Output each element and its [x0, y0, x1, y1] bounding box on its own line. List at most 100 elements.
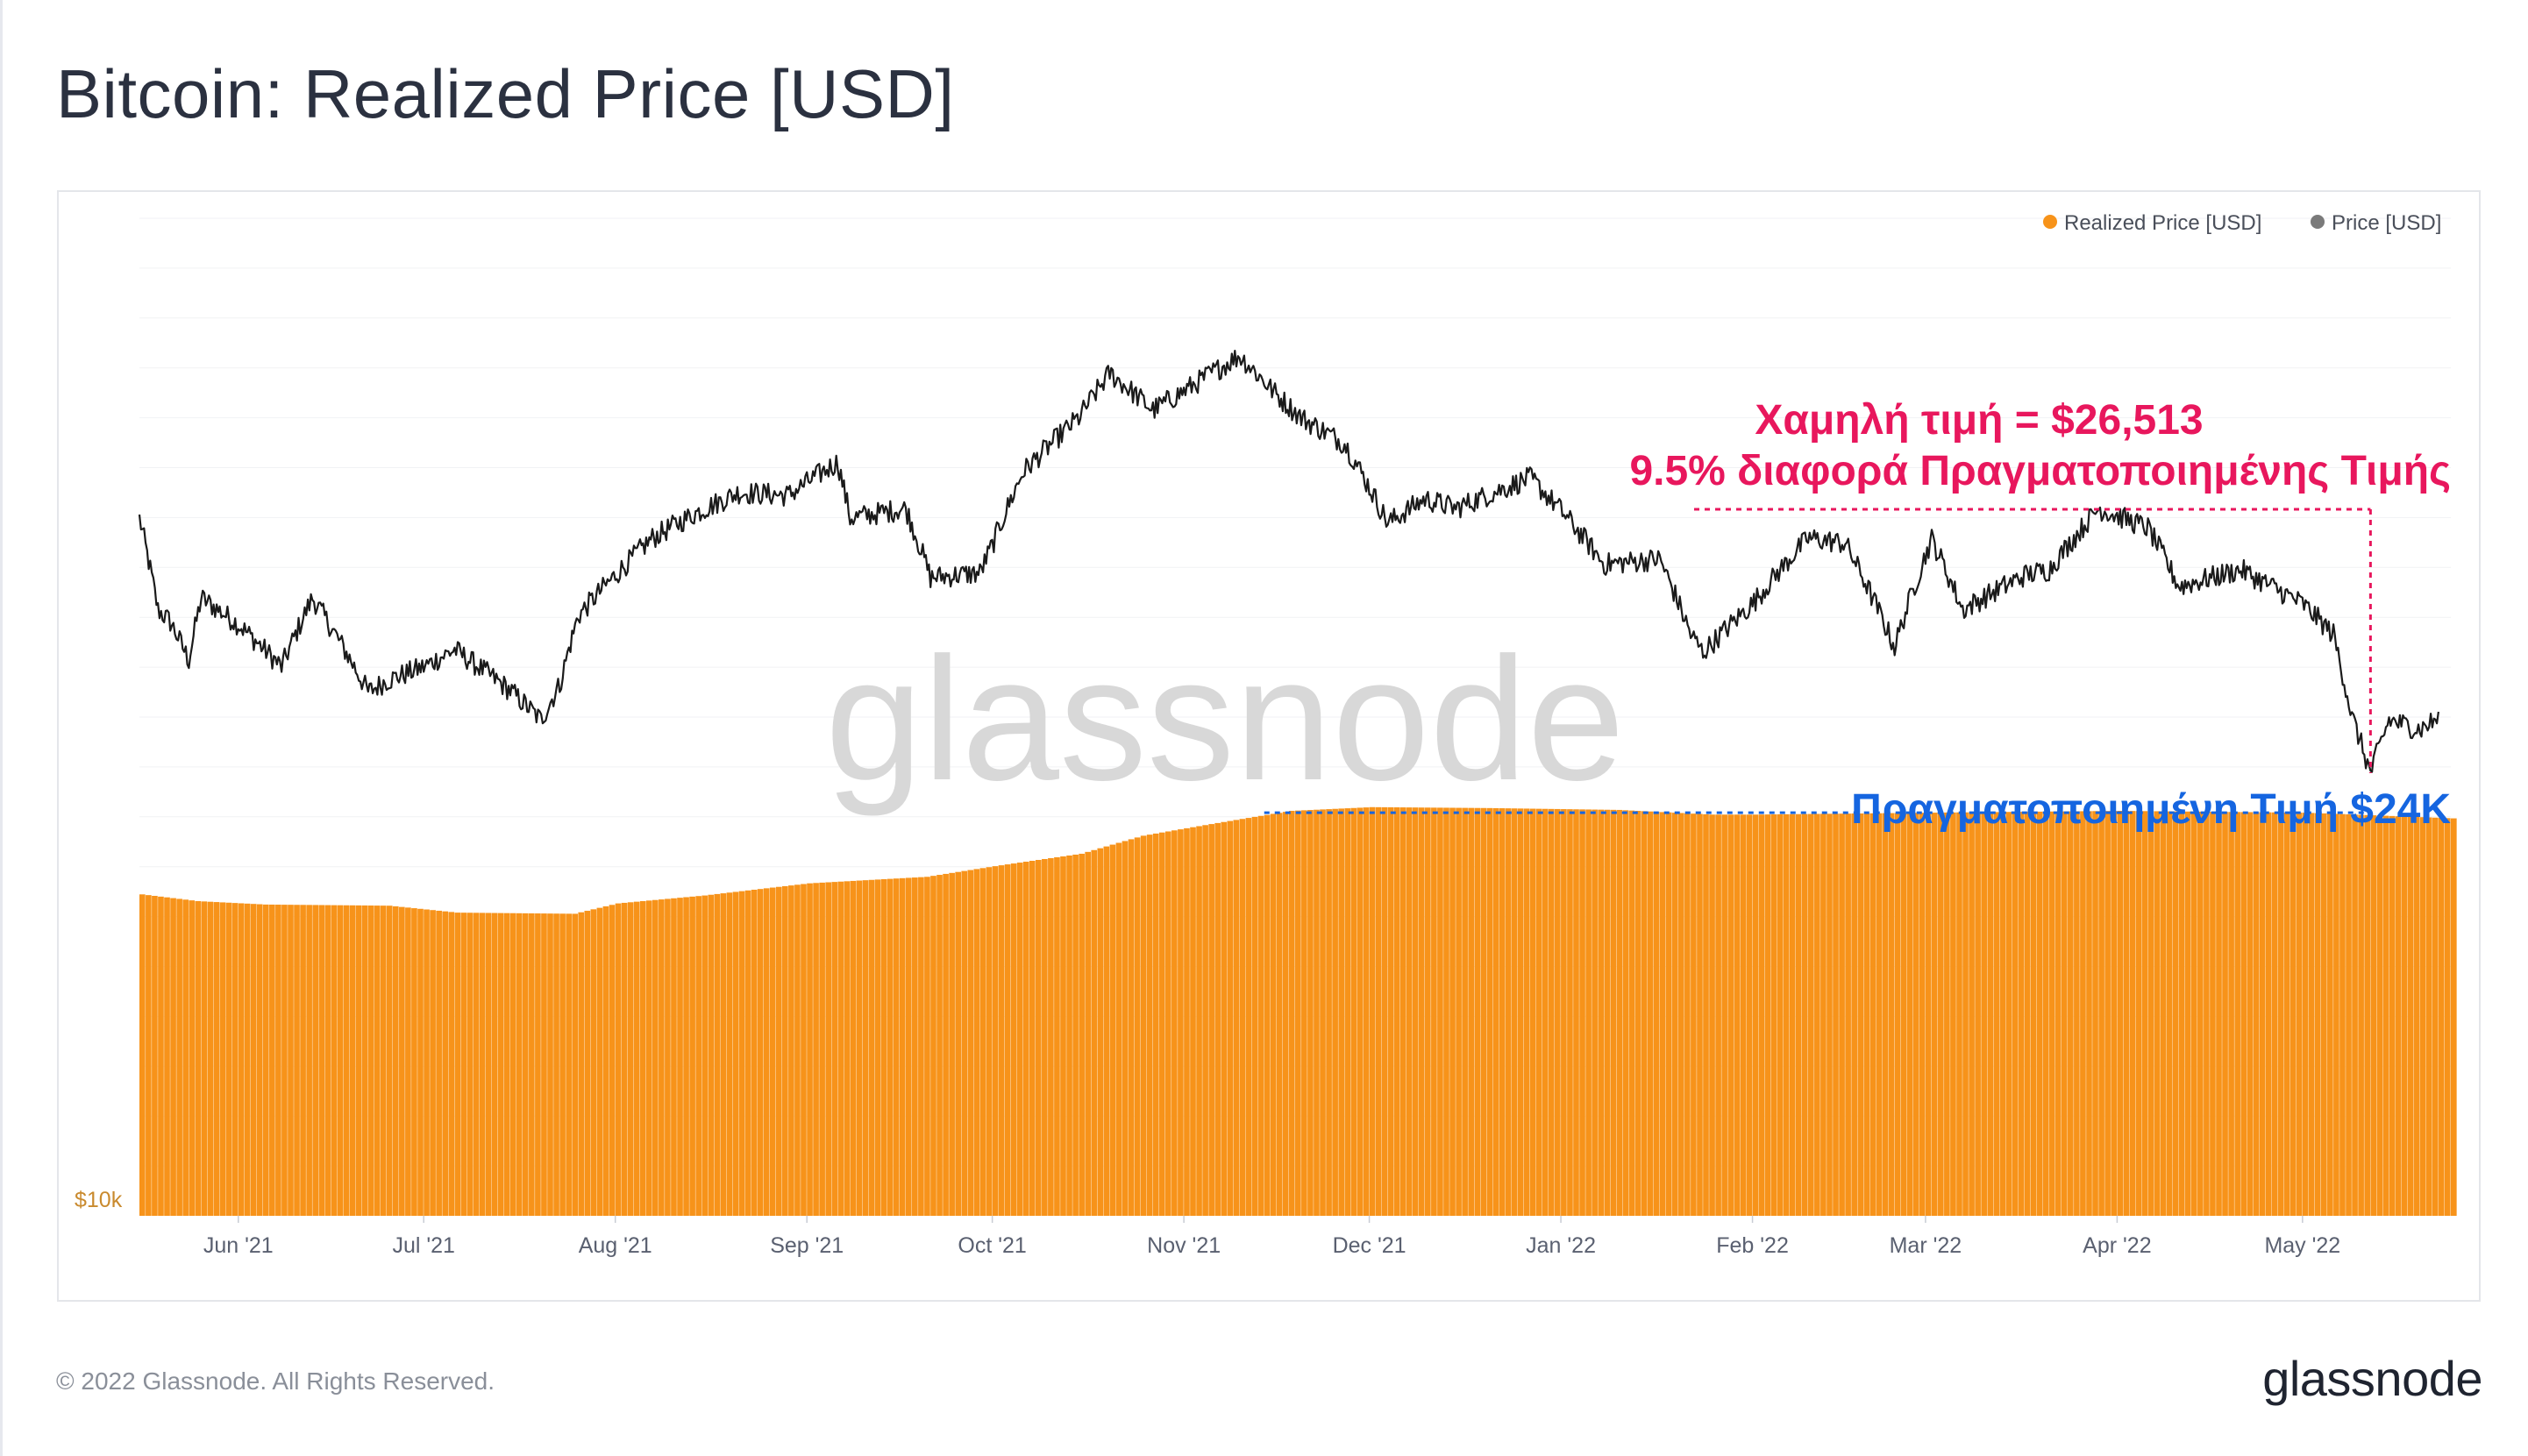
realized-price-bar	[986, 867, 993, 1216]
realized-price-bar	[850, 880, 857, 1216]
realized-price-bar	[621, 902, 628, 1216]
realized-price-bar	[1097, 848, 1104, 1216]
realized-price-bar	[1178, 829, 1184, 1216]
realized-price-bar	[244, 903, 251, 1216]
realized-price-bar	[269, 904, 275, 1216]
realized-price-bar	[2178, 811, 2185, 1216]
realized-price-bar	[1938, 813, 1944, 1216]
realized-price-bar	[2141, 811, 2148, 1216]
realized-price-bar	[794, 884, 801, 1216]
realized-price-bar	[1109, 844, 1116, 1216]
realized-price-bar	[1140, 835, 1147, 1216]
realized-price-bar	[158, 896, 164, 1216]
realized-price-bar	[1517, 808, 1524, 1216]
realized-price-bar	[874, 879, 881, 1216]
realized-price-bar	[2296, 813, 2303, 1216]
realized-price-bar	[1171, 830, 1178, 1216]
realized-price-bar	[454, 913, 461, 1216]
realized-price-chart: glassnode Jun '21 Jul '21 Aug '21 Sep '21 Oc…	[75, 211, 2457, 1258]
realized-price-bar	[1709, 814, 1715, 1216]
realized-price-bar	[1314, 809, 1320, 1216]
page-left-border	[0, 0, 3, 1456]
realized-price-bar	[1962, 812, 1969, 1216]
realized-price-bar	[1350, 807, 1357, 1216]
realized-price-bar	[219, 902, 226, 1216]
realized-price-bar	[1282, 812, 1289, 1216]
realized-price-bar	[665, 898, 671, 1216]
realized-price-bar	[1462, 807, 1468, 1216]
realized-price-bar	[1505, 808, 1512, 1216]
annotation-lines	[1264, 508, 2372, 814]
realized-price-bar	[1122, 841, 1129, 1216]
realized-price-bar	[2184, 811, 2191, 1216]
realized-price-bar	[905, 877, 912, 1216]
realized-price-bar	[1202, 825, 1208, 1216]
realized-price-bar	[1555, 808, 1561, 1216]
x-tick-label: Aug '21	[579, 1233, 652, 1258]
realized-price-bar	[1900, 813, 1907, 1216]
chart-legend: Realized Price [USD] Price [USD]	[2043, 211, 2441, 235]
realized-price-bar	[1190, 827, 1196, 1216]
price-line	[138, 350, 2439, 773]
realized-price-bar	[2352, 814, 2358, 1216]
realized-price-bar	[1276, 813, 1283, 1216]
realized-price-bar	[392, 906, 399, 1216]
realized-price-bar	[2451, 818, 2457, 1216]
annotation-low-price: Χαμηλή τιμή = $26,513	[1755, 397, 2203, 444]
realized-price-bar	[1906, 813, 1913, 1216]
realized-price-bar	[659, 899, 665, 1216]
realized-price-bar	[837, 881, 844, 1216]
realized-price-bar	[1807, 813, 1814, 1216]
realized-price-bar	[615, 903, 622, 1216]
realized-price-bar	[1406, 807, 1413, 1216]
realized-price-bar	[930, 876, 936, 1216]
realized-price-bar	[337, 905, 344, 1216]
realized-price-bar	[1307, 810, 1314, 1216]
realized-price-bar	[1295, 810, 1301, 1216]
realized-price-bar	[1616, 809, 1623, 1216]
realized-price-bar	[645, 900, 652, 1216]
realized-price-bar	[584, 911, 591, 1216]
realized-price-bar	[578, 912, 585, 1216]
realized-price-bar	[2197, 811, 2204, 1216]
realized-price-bar	[844, 881, 851, 1216]
legend-label-realized[interactable]: Realized Price [USD]	[2064, 211, 2261, 235]
realized-price-bar	[306, 905, 312, 1216]
realized-price-bar	[1950, 812, 1956, 1216]
realized-price-bar	[1115, 842, 1122, 1216]
realized-price-bar	[2370, 815, 2377, 1216]
realized-price-bar	[627, 902, 634, 1216]
realized-price-bar	[757, 889, 764, 1216]
realized-price-bar	[1239, 819, 1246, 1216]
realized-price-bar	[2444, 818, 2451, 1216]
realized-price-bar	[1326, 809, 1332, 1216]
realized-price-bar	[782, 885, 788, 1216]
realized-price-bar	[936, 875, 943, 1216]
realized-price-bar	[1474, 807, 1481, 1216]
realized-price-bar	[2030, 811, 2037, 1216]
realized-price-bar	[652, 899, 659, 1216]
realized-price-bar	[949, 872, 955, 1216]
realized-price-bar	[979, 868, 986, 1216]
realized-price-bar	[2234, 812, 2240, 1216]
realized-price-bar	[553, 913, 559, 1216]
realized-price-bar	[1320, 809, 1326, 1216]
realized-price-bar	[2314, 813, 2321, 1216]
legend-label-price[interactable]: Price [USD]	[2332, 211, 2441, 235]
realized-price-bar	[164, 897, 170, 1216]
realized-price-bar	[559, 913, 566, 1216]
realized-price-bar	[1072, 854, 1079, 1216]
realized-price-bar	[2432, 817, 2439, 1216]
realized-price-bar	[633, 901, 640, 1216]
footer-logo[interactable]: glassnode	[2262, 1351, 2482, 1406]
realized-price-bar	[1561, 809, 1567, 1216]
realized-price-bar	[152, 895, 158, 1216]
realized-price-bar	[1715, 814, 1721, 1216]
realized-price-bar	[1845, 813, 1851, 1216]
realized-price-bar	[862, 880, 869, 1216]
realized-price-bar	[1801, 813, 1808, 1216]
realized-price-bar	[1697, 813, 1703, 1216]
realized-price-bar	[1931, 813, 1938, 1216]
realized-price-bar	[1691, 813, 1697, 1216]
x-tick-label: Feb '22	[1716, 1233, 1789, 1258]
